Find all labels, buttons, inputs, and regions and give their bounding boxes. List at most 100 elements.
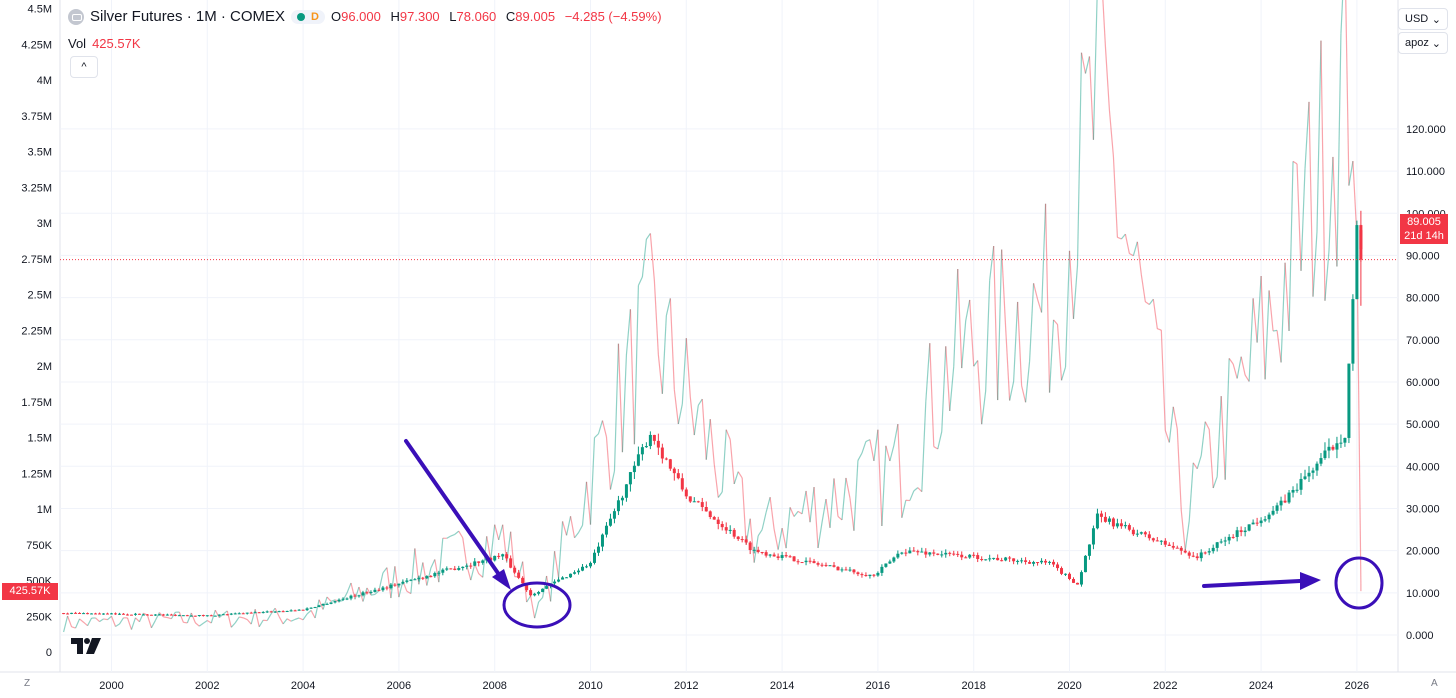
- volume-line-segment: [410, 548, 416, 594]
- candle-body: [904, 552, 908, 554]
- candle-body: [1243, 530, 1247, 533]
- candle-body: [1139, 532, 1143, 534]
- volume-line-segment: [366, 587, 372, 596]
- volume-line-segment: [1001, 249, 1007, 328]
- collapse-legend-button[interactable]: ^: [70, 56, 98, 78]
- volume-line-segment: [206, 620, 212, 624]
- volume-line-segment: [1157, 328, 1162, 331]
- volume-line-segment: [338, 599, 344, 603]
- candle-body: [217, 614, 221, 616]
- volume-line-segment: [937, 431, 943, 450]
- volume-line-segment: [889, 445, 895, 462]
- candle-body: [393, 584, 397, 586]
- candle-body: [317, 605, 321, 608]
- volume-line-segment: [849, 497, 855, 531]
- candle-body: [972, 554, 976, 556]
- candle-body: [872, 574, 876, 576]
- volume-line-segment: [753, 535, 759, 563]
- annotation-arrowhead: [1300, 572, 1321, 590]
- volume-tick-label: 1M: [37, 504, 52, 516]
- volume-line-segment: [881, 445, 887, 526]
- volume-line-segment: [354, 586, 360, 600]
- candle-body: [257, 612, 261, 614]
- volume-line-segment: [1053, 319, 1058, 325]
- candle-body: [449, 568, 453, 570]
- candle-body: [273, 611, 277, 613]
- volume-line-segment: [1117, 236, 1122, 240]
- volume-line-segment: [318, 599, 324, 610]
- volume-line-segment: [95, 617, 100, 623]
- volume-line-segment: [845, 477, 851, 499]
- candle-body: [624, 484, 628, 498]
- candle-body: [209, 615, 213, 617]
- volume-line-segment: [877, 429, 883, 526]
- volume-line-segment: [246, 619, 252, 625]
- volume-line-segment: [949, 366, 955, 412]
- scale-select[interactable]: apoz ⌄: [1398, 32, 1448, 54]
- volume-line-segment: [921, 401, 927, 492]
- volume-line-segment: [290, 618, 296, 622]
- candle-body: [608, 518, 612, 526]
- volume-tick-label: 1.75M: [21, 397, 52, 409]
- candle-body: [129, 614, 133, 616]
- volume-line-segment: [466, 565, 472, 581]
- volume-line-segment: [661, 315, 667, 394]
- volume-line-segment: [677, 403, 683, 425]
- market-status-badge[interactable]: D: [291, 9, 325, 24]
- volume-line-segment: [669, 298, 675, 390]
- candle-body: [429, 576, 433, 578]
- timezone-button[interactable]: Z: [24, 678, 31, 689]
- tradingview-logo-icon[interactable]: [71, 638, 103, 656]
- volume-line-segment: [1228, 358, 1234, 365]
- annotation-circle: [502, 581, 572, 629]
- time-tick-label: 2026: [1345, 680, 1369, 692]
- candle-body: [1167, 544, 1171, 546]
- currency-select[interactable]: USD ⌄: [1398, 8, 1448, 30]
- candle-body: [513, 567, 517, 573]
- candle-body: [241, 613, 245, 615]
- candle-body: [636, 454, 640, 466]
- candle-body: [616, 500, 620, 512]
- volume-line-segment: [553, 551, 560, 578]
- volume-line-segment: [194, 622, 200, 627]
- candle-body: [86, 613, 90, 615]
- price-tick-label: 60.000: [1406, 377, 1440, 389]
- volume-line-segment: [1332, 156, 1338, 267]
- candle-body: [1151, 538, 1155, 541]
- volume-line-segment: [358, 586, 364, 602]
- volume-line-segment: [761, 512, 767, 530]
- volume-tick-label: 4.5M: [28, 4, 52, 16]
- candle-body: [469, 565, 473, 567]
- candle-body: [1339, 442, 1343, 444]
- candle-body: [1012, 558, 1016, 562]
- candle-body: [569, 573, 573, 578]
- candle-body: [533, 593, 537, 596]
- volume-line-segment: [326, 596, 332, 602]
- volume-line-segment: [545, 575, 552, 602]
- annotation-arrowhead: [492, 569, 511, 590]
- candle-body: [525, 583, 529, 591]
- candle-body: [82, 613, 86, 615]
- auto-scale-button[interactable]: A: [1431, 678, 1438, 689]
- candle-body: [373, 589, 377, 592]
- volume-line-segment: [118, 617, 124, 625]
- volume-line-segment: [1280, 262, 1286, 363]
- symbol-title[interactable]: Silver Futures · 1M · COMEX: [90, 8, 286, 25]
- price-tick-label: 120.000: [1406, 124, 1446, 136]
- volume-line-segment: [63, 615, 69, 633]
- candle-body: [932, 552, 936, 554]
- candle-body: [996, 557, 1000, 561]
- volume-line-segment: [689, 396, 695, 436]
- candle-body: [808, 560, 812, 562]
- volume-line-segment: [230, 622, 236, 628]
- volume-line-segment: [713, 464, 719, 498]
- price-tick-label: 110.000: [1406, 166, 1445, 178]
- volume-line-segment: [629, 309, 636, 445]
- candle-body: [1347, 363, 1351, 438]
- candle-body: [281, 611, 285, 613]
- candle-body: [565, 577, 569, 579]
- currency-label: USD: [1405, 13, 1429, 25]
- candle-body: [453, 568, 457, 570]
- candle-body: [1319, 458, 1323, 464]
